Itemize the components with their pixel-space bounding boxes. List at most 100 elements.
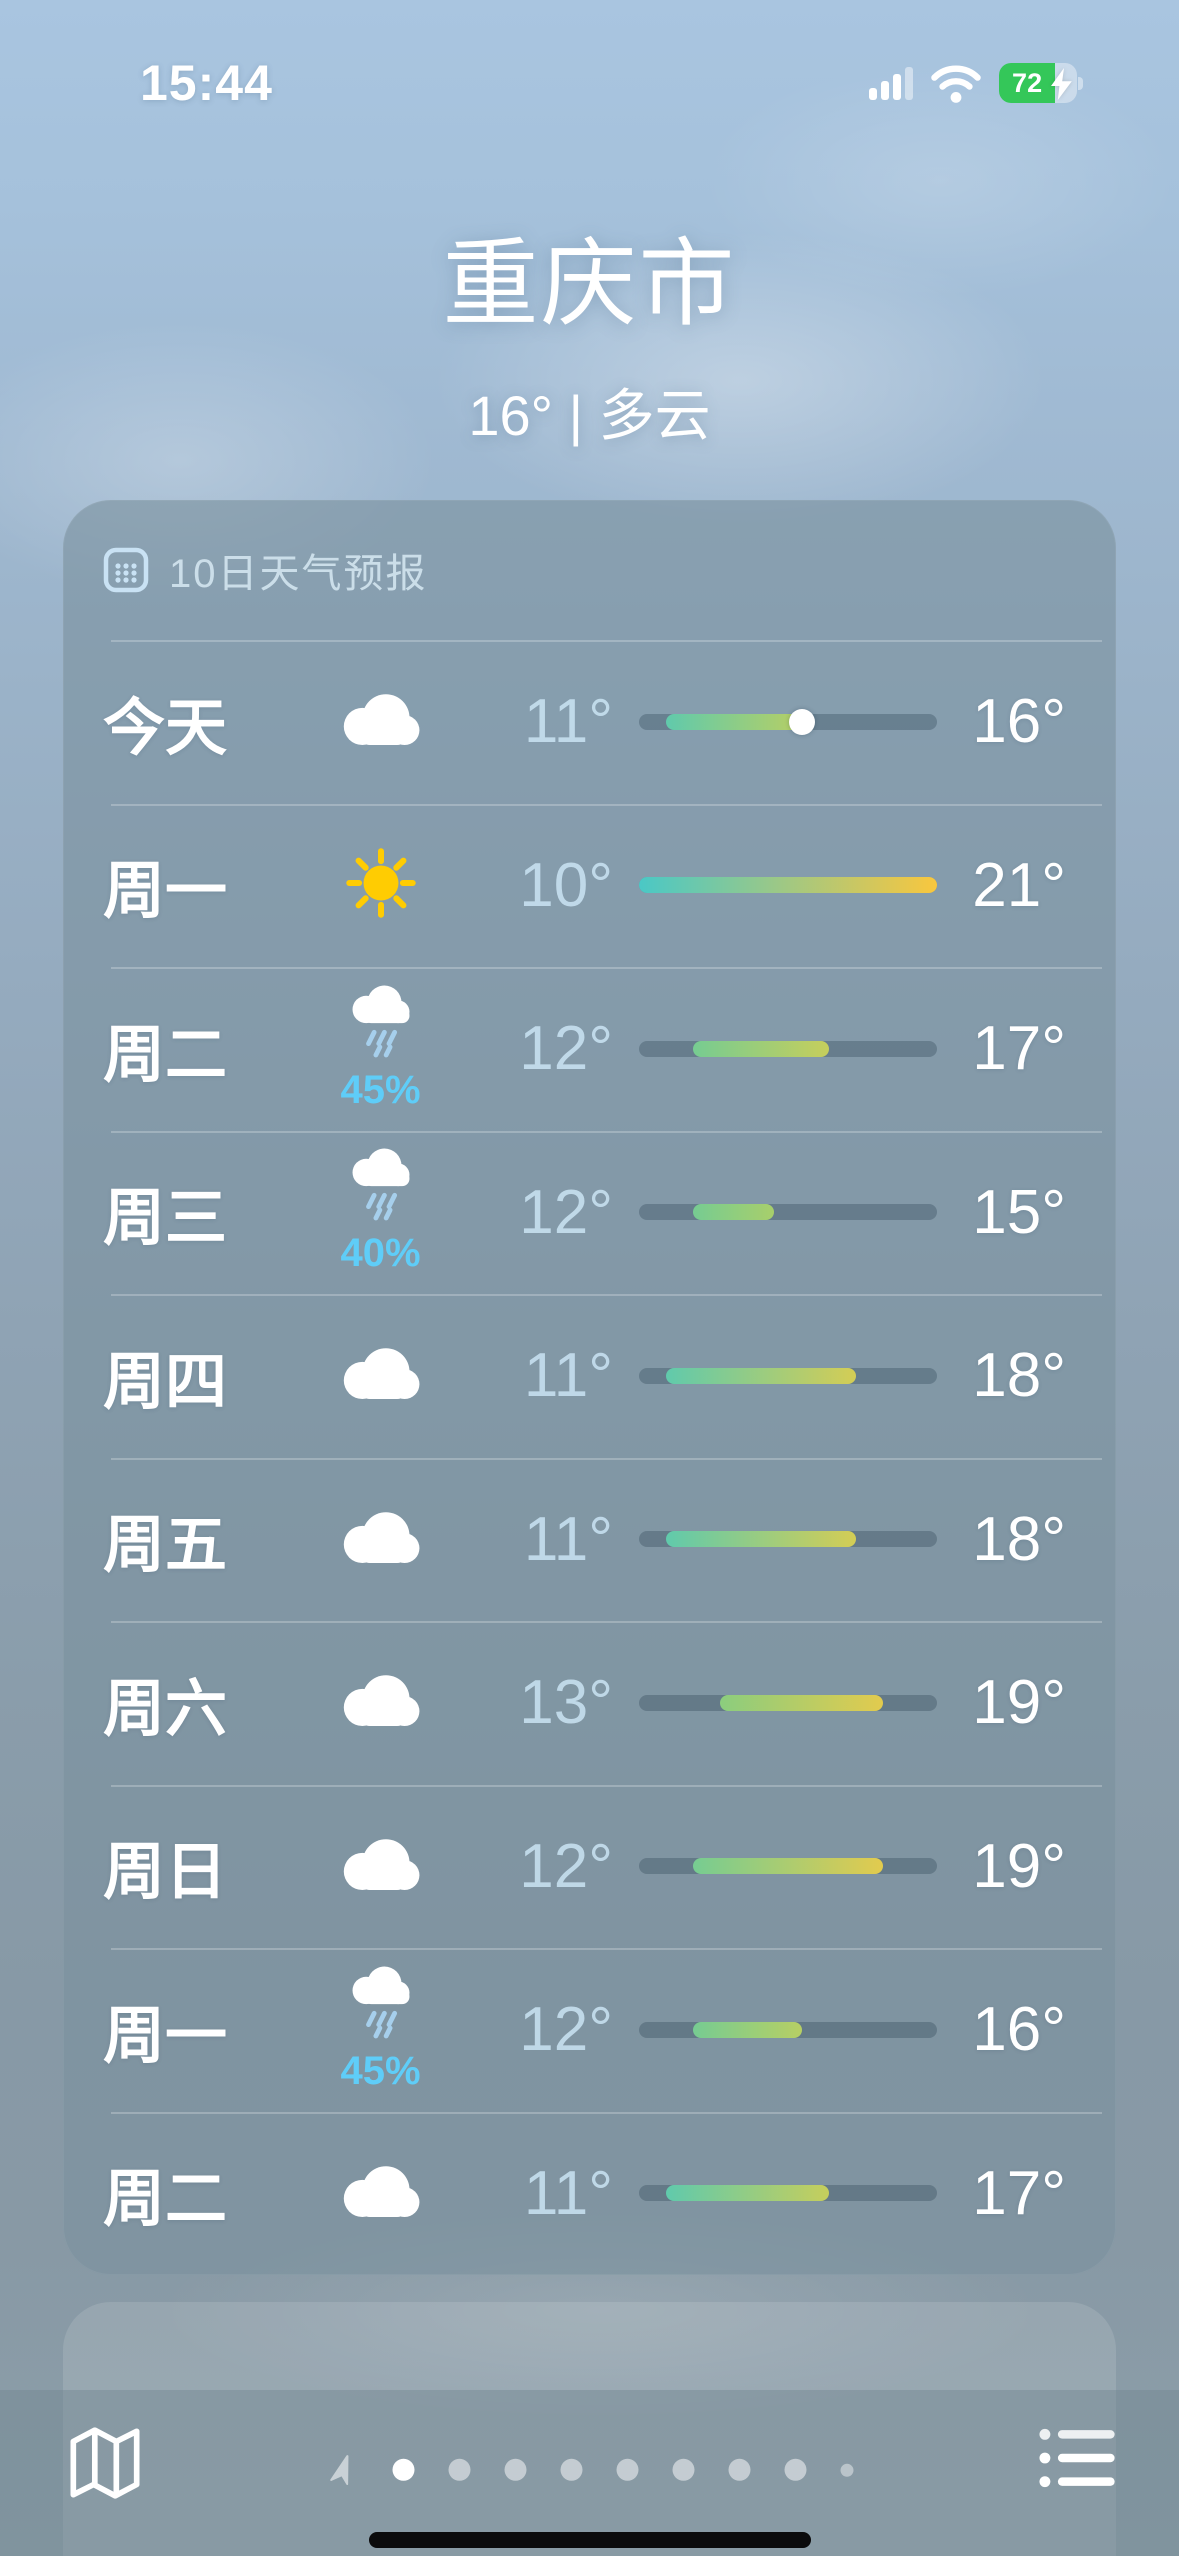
home-indicator[interactable]: [368, 2532, 811, 2548]
temp-range-fill: [720, 1694, 883, 1711]
location-header: 重庆市 16° | 多云: [0, 206, 1179, 452]
ten-day-forecast-card: 10日天气预报 今天 11° 16° 周一 10°: [63, 500, 1116, 2275]
low-temp: 13°: [519, 1668, 613, 1738]
high-temp: 16°: [972, 687, 1066, 757]
high-temp: 18°: [972, 1504, 1066, 1574]
forecast-row[interactable]: 周五 11° 18°: [63, 1457, 1116, 1622]
current-temp-condition: 16° | 多云: [468, 384, 711, 447]
temp-range-fill: [666, 1531, 856, 1548]
forecast-row[interactable]: 周二 45% 12° 17°: [63, 967, 1116, 1131]
forecast-row[interactable]: 周一 10° 21°: [63, 803, 1116, 968]
low-temp: 11°: [523, 687, 613, 757]
temp-range-bar: [639, 2021, 937, 2038]
forecast-row[interactable]: 周三 40% 12° 15°: [63, 1130, 1116, 1295]
forecast-card-header: 10日天气预报: [63, 500, 1116, 640]
page-dot[interactable]: [448, 2458, 470, 2481]
forecast-row[interactable]: 今天 11° 16°: [63, 640, 1116, 804]
page-dot[interactable]: [728, 2458, 750, 2481]
low-temp: 12°: [519, 1014, 613, 1084]
forecast-row[interactable]: 周二 11° 17°: [63, 2111, 1116, 2276]
forecast-row[interactable]: 周一 45% 12° 16°: [63, 1948, 1116, 2112]
map-button[interactable]: [62, 2420, 148, 2506]
calendar-icon: [103, 547, 149, 593]
forecast-row[interactable]: 周六 13° 19°: [63, 1621, 1116, 1785]
forecast-day-label: 周一: [103, 2001, 228, 2071]
precipitation-chance: 45%: [340, 1067, 421, 1112]
forecast-day-label: 周二: [103, 1020, 228, 1090]
battery-icon: 72: [999, 63, 1087, 103]
high-temp: 21°: [972, 850, 1066, 920]
temp-range-fill: [693, 1858, 883, 1875]
page-dot[interactable]: [392, 2458, 414, 2481]
condition-cell: 45%: [308, 985, 453, 1113]
low-temp: 10°: [519, 850, 613, 920]
temp-range-fill: [693, 2021, 802, 2038]
weather-icon: [340, 1966, 422, 2045]
temp-range-bar: [639, 2185, 937, 2202]
weather-icon: [345, 848, 416, 923]
high-temp: 17°: [972, 1014, 1066, 1084]
page-control[interactable]: [326, 2454, 853, 2486]
next-card-peek[interactable]: [63, 2302, 1116, 2556]
low-temp: 12°: [519, 1995, 613, 2065]
weather-icon: [335, 1833, 427, 1900]
cellular-signal-icon: [869, 66, 913, 100]
condition-cell: [308, 848, 453, 923]
forecast-day-label: 今天: [103, 693, 228, 763]
temp-range-bar: [639, 708, 937, 735]
tab-bar: [0, 2390, 1179, 2556]
forecast-rows: 今天 11° 16° 周一 10° 21°: [63, 640, 1116, 2275]
status-bar: 15:44 72: [0, 54, 1179, 111]
forecast-day-label: 周三: [103, 1184, 228, 1254]
page-dot[interactable]: [504, 2458, 526, 2481]
condition-cell: [308, 2160, 453, 2227]
weather-icon: [335, 2160, 427, 2227]
weather-icon: [335, 1506, 427, 1573]
forecast-day-label: 周六: [103, 1674, 228, 1744]
temp-range-fill: [666, 2185, 829, 2202]
page-dot[interactable]: [672, 2458, 694, 2481]
status-time: 15:44: [140, 55, 273, 111]
battery-level: 72: [999, 63, 1056, 103]
condition-cell: [308, 1833, 453, 1900]
current-temp-dot: [788, 708, 815, 735]
precipitation-chance: 40%: [340, 1231, 421, 1276]
condition-cell: [308, 1506, 453, 1573]
low-temp: 12°: [519, 1177, 613, 1247]
page-dot[interactable]: [560, 2458, 582, 2481]
page-dot[interactable]: [616, 2458, 638, 2481]
battery-percent-label: 72: [1012, 67, 1043, 98]
forecast-card-title: 10日天气预报: [169, 552, 428, 596]
weather-icon: [335, 688, 427, 755]
temp-range-bar: [639, 877, 937, 894]
temp-range-bar: [639, 1204, 937, 1221]
list-button[interactable]: [1039, 2426, 1117, 2490]
charging-bolt-icon: [1051, 68, 1072, 100]
condition-cell: [308, 1669, 453, 1736]
temp-range-bar: [639, 1531, 937, 1548]
condition-cell: 45%: [308, 1966, 453, 2094]
temp-range-fill: [666, 1367, 856, 1384]
high-temp: 16°: [972, 1995, 1066, 2065]
low-temp: 11°: [523, 2158, 613, 2228]
condition-cell: [308, 688, 453, 755]
forecast-day-label: 周五: [103, 1511, 228, 1581]
location-arrow-icon[interactable]: [324, 2452, 360, 2488]
wifi-icon: [931, 65, 981, 103]
weather-icon: [335, 1342, 427, 1409]
weather-icon: [340, 1148, 422, 1227]
high-temp: 15°: [972, 1177, 1066, 1247]
page-dot[interactable]: [840, 2463, 853, 2477]
city-name: 重庆市: [442, 231, 737, 338]
forecast-row[interactable]: 周日 12° 19°: [63, 1784, 1116, 1949]
low-temp: 12°: [519, 1831, 613, 1901]
low-temp: 11°: [523, 1504, 613, 1574]
temp-range-bar: [639, 1694, 937, 1711]
forecast-day-label: 周一: [103, 857, 228, 927]
high-temp: 18°: [972, 1341, 1066, 1411]
forecast-row[interactable]: 周四 11° 18°: [63, 1294, 1116, 1458]
page-dot[interactable]: [784, 2458, 806, 2481]
forecast-day-label: 周四: [103, 1347, 228, 1417]
forecast-day-label: 周日: [103, 1838, 228, 1908]
